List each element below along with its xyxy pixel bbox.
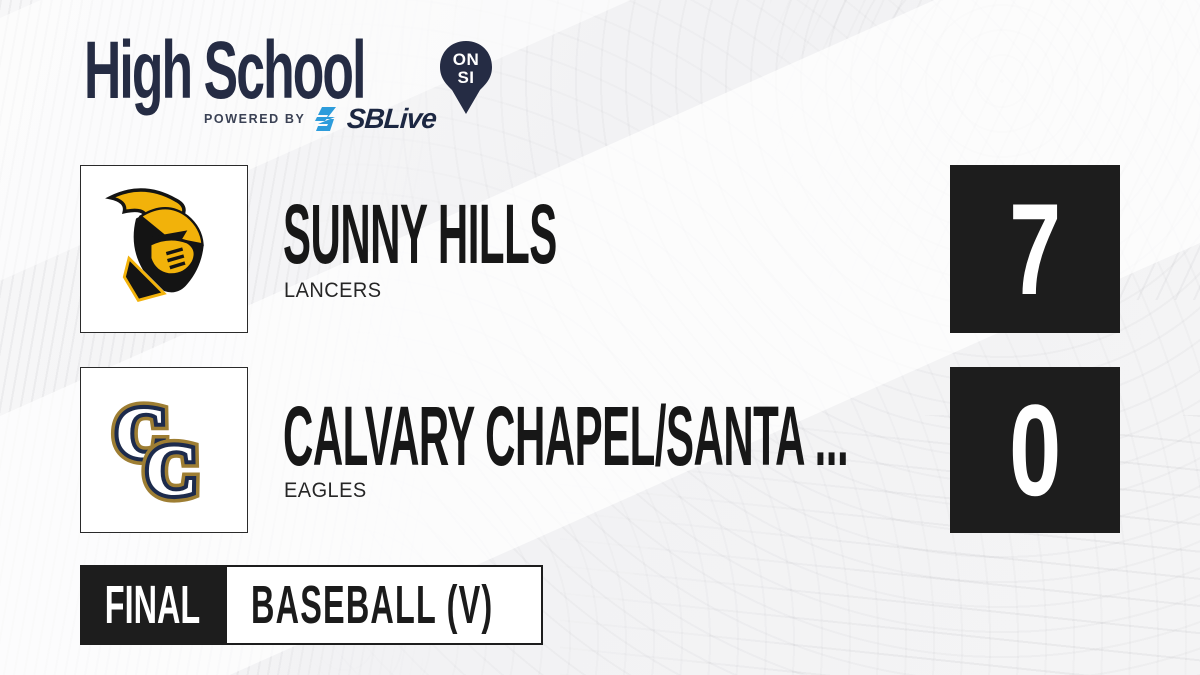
status-label: FINAL	[104, 575, 201, 635]
powered-by-label: POWERED BY	[204, 112, 306, 126]
team1-logo-box	[80, 165, 248, 333]
svg-text:C: C	[145, 430, 197, 510]
game-status-bar: FINAL BASEBALL (V)	[80, 565, 543, 645]
sport-badge: BASEBALL (V)	[225, 565, 543, 645]
team2-score-box: 0	[950, 367, 1120, 533]
status-badge: FINAL	[80, 565, 225, 645]
team1-mascot: LANCERS	[284, 279, 382, 302]
sblive-logo-text: SBLive	[346, 103, 438, 134]
cc-monogram-icon: C C C C	[107, 385, 205, 517]
pin-text-si: SI	[457, 68, 474, 87]
team2-name: CALVARY CHAPEL/SANTA ...	[283, 389, 849, 483]
high-school-wordmark: High School	[84, 25, 366, 116]
team1-score-box: 7	[950, 165, 1120, 333]
team2-score: 0	[1008, 377, 1062, 523]
on-si-pin-icon: ON SI	[440, 41, 492, 114]
sblive-s-icon	[315, 107, 337, 131]
team2-logo-box: C C C C	[80, 367, 248, 533]
sport-label: BASEBALL (V)	[251, 575, 494, 635]
team2-mascot: EAGLES	[284, 479, 367, 502]
team1-name: SUNNY HILLS	[283, 187, 557, 281]
svg-text:C: C	[115, 393, 167, 473]
knight-mascot-icon	[105, 188, 204, 303]
pin-text-on: ON	[453, 50, 480, 69]
svg-text:C: C	[145, 430, 197, 510]
svg-text:C: C	[115, 393, 167, 473]
team1-score: 7	[1008, 176, 1062, 322]
powered-by-row: POWERED BY SBLive	[204, 103, 438, 135]
